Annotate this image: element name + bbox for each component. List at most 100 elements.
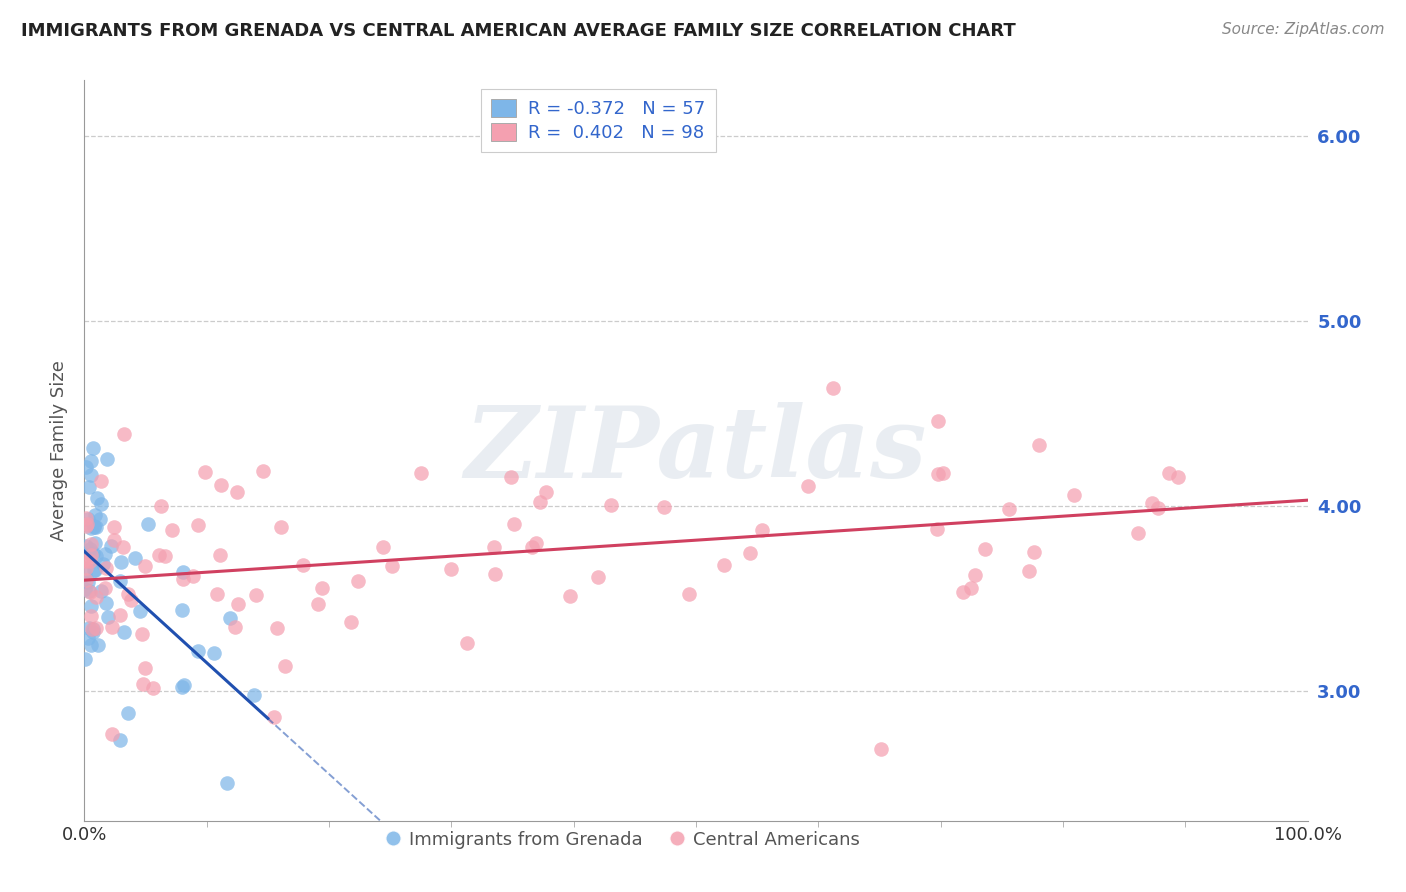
Point bbox=[150, 500, 173, 514]
Point bbox=[960, 581, 983, 595]
Point bbox=[83, 508, 105, 522]
Point bbox=[484, 566, 506, 581]
Point bbox=[75, 554, 97, 568]
Point bbox=[79, 585, 101, 599]
Point bbox=[94, 560, 117, 574]
Point bbox=[311, 581, 333, 595]
Point bbox=[75, 651, 97, 665]
Point bbox=[77, 584, 100, 599]
Point bbox=[112, 624, 135, 639]
Point bbox=[482, 541, 505, 555]
Point bbox=[110, 555, 132, 569]
Point bbox=[117, 706, 139, 721]
Point bbox=[652, 500, 675, 515]
Point bbox=[534, 484, 557, 499]
Point bbox=[1142, 496, 1164, 510]
Legend: Immigrants from Grenada, Central Americans: Immigrants from Grenada, Central America… bbox=[378, 823, 868, 856]
Point bbox=[170, 680, 193, 694]
Point bbox=[252, 463, 274, 477]
Point bbox=[84, 549, 107, 563]
Point bbox=[869, 741, 891, 756]
Point bbox=[226, 597, 249, 611]
Point bbox=[456, 636, 478, 650]
Point bbox=[1126, 526, 1149, 541]
Point bbox=[823, 381, 845, 395]
Point bbox=[79, 541, 101, 556]
Point bbox=[346, 574, 368, 588]
Point bbox=[77, 512, 100, 526]
Point bbox=[965, 567, 987, 582]
Point bbox=[208, 548, 231, 562]
Point bbox=[94, 582, 117, 596]
Point bbox=[129, 604, 152, 618]
Point bbox=[75, 459, 97, 474]
Point bbox=[209, 478, 232, 492]
Point bbox=[79, 554, 101, 568]
Point bbox=[932, 466, 955, 480]
Text: IMMIGRANTS FROM GRENADA VS CENTRAL AMERICAN AVERAGE FAMILY SIZE CORRELATION CHAR: IMMIGRANTS FROM GRENADA VS CENTRAL AMERI… bbox=[21, 22, 1017, 40]
Point bbox=[266, 621, 288, 635]
Point bbox=[83, 563, 105, 577]
Point bbox=[87, 638, 110, 652]
Point bbox=[148, 548, 170, 562]
Point bbox=[136, 517, 159, 532]
Point bbox=[108, 574, 131, 588]
Point bbox=[170, 602, 193, 616]
Text: Source: ZipAtlas.com: Source: ZipAtlas.com bbox=[1222, 22, 1385, 37]
Point bbox=[678, 587, 700, 601]
Point bbox=[82, 625, 104, 640]
Point bbox=[202, 646, 225, 660]
Point bbox=[73, 582, 96, 596]
Point bbox=[83, 562, 105, 576]
Point bbox=[1157, 466, 1180, 480]
Point bbox=[1167, 470, 1189, 484]
Point bbox=[90, 584, 112, 599]
Point bbox=[82, 623, 104, 637]
Point bbox=[411, 466, 433, 480]
Point bbox=[215, 776, 238, 790]
Point bbox=[308, 598, 330, 612]
Point bbox=[245, 588, 267, 602]
Point bbox=[90, 497, 112, 511]
Point bbox=[84, 519, 107, 533]
Point bbox=[224, 620, 246, 634]
Point bbox=[270, 520, 292, 534]
Point bbox=[205, 587, 228, 601]
Point bbox=[75, 511, 97, 525]
Point bbox=[503, 517, 526, 532]
Point bbox=[218, 611, 240, 625]
Point bbox=[75, 561, 97, 575]
Point bbox=[90, 474, 112, 488]
Y-axis label: Average Family Size: Average Family Size bbox=[49, 360, 67, 541]
Point bbox=[75, 539, 97, 553]
Point bbox=[82, 623, 104, 637]
Point bbox=[84, 535, 107, 549]
Point bbox=[75, 573, 97, 587]
Point bbox=[927, 414, 949, 428]
Point bbox=[1147, 500, 1170, 515]
Point bbox=[1018, 564, 1040, 578]
Point bbox=[927, 467, 949, 481]
Point bbox=[103, 533, 125, 548]
Point bbox=[520, 541, 543, 555]
Point bbox=[187, 518, 209, 533]
Point bbox=[75, 566, 97, 581]
Point bbox=[560, 589, 582, 603]
Point bbox=[80, 468, 103, 483]
Point bbox=[108, 607, 131, 622]
Point bbox=[187, 643, 209, 657]
Point bbox=[80, 537, 103, 551]
Point bbox=[80, 549, 103, 563]
Text: ZIPatlas: ZIPatlas bbox=[465, 402, 927, 499]
Point bbox=[142, 681, 165, 695]
Point bbox=[80, 608, 103, 623]
Point bbox=[751, 523, 773, 537]
Point bbox=[1028, 438, 1050, 452]
Point bbox=[796, 479, 818, 493]
Point bbox=[600, 498, 623, 512]
Point bbox=[76, 517, 98, 532]
Point bbox=[124, 550, 146, 565]
Point bbox=[273, 659, 295, 673]
Point bbox=[998, 502, 1021, 516]
Point bbox=[117, 587, 139, 601]
